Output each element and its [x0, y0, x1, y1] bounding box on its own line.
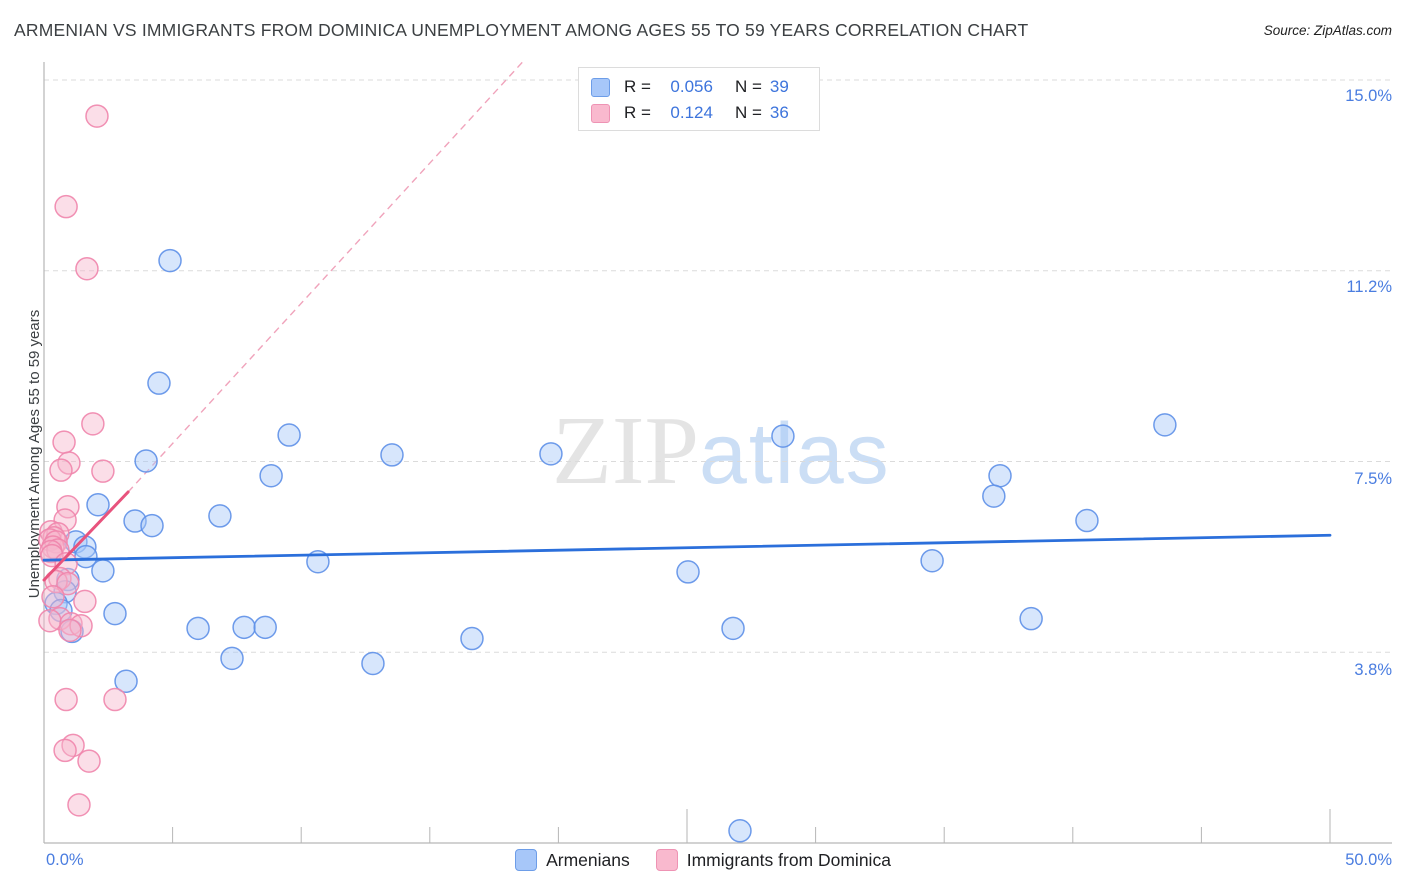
scatter-point-armenians	[1075, 508, 1099, 533]
scatter-point-armenians	[771, 424, 795, 448]
scatter-point-armenians	[147, 371, 171, 395]
n-value: 36	[769, 103, 789, 122]
scatter-point-dominica	[75, 256, 99, 281]
scatter-point-armenians	[1153, 413, 1177, 437]
scatter-point-dominica	[67, 793, 91, 817]
scatter-point-armenians	[361, 651, 385, 676]
trend-line-solid	[42, 490, 130, 582]
scatter-point-dominica	[38, 608, 62, 633]
n-value: 39	[769, 77, 789, 96]
scatter-point-armenians	[920, 548, 944, 573]
y-tick-label-11: 11.2%	[1346, 278, 1392, 296]
legend-label: Immigrants from Dominica	[686, 849, 891, 870]
scatter-point-armenians	[539, 442, 563, 466]
scatter-point-armenians	[988, 463, 1012, 488]
y-tick-label-15: 15.0%	[1345, 87, 1392, 105]
scatter-point-dominica	[54, 551, 78, 576]
scatter-point-dominica	[41, 585, 65, 609]
legend-item-dominica: Immigrants from Dominica	[655, 849, 891, 871]
y-tick-label-7: 7.5%	[1354, 470, 1392, 488]
scatter-point-armenians	[232, 615, 256, 640]
legend-item-armenians: Armenians	[515, 849, 630, 871]
scatter-point-dominica	[77, 749, 101, 773]
correlation-legend: R = 0.056 N = 39 R = 0.124 N = 36	[578, 67, 820, 131]
r-label: R =	[624, 103, 651, 122]
dominica-swatch	[591, 103, 610, 123]
r-value: 0.124	[670, 103, 713, 122]
trend-line-dashed	[127, 61, 523, 493]
scatter-point-armenians	[1019, 606, 1043, 631]
scatter-point-armenians	[91, 559, 115, 583]
x-tick-label-max: 50.0%	[1345, 851, 1392, 869]
scatter-point-armenians	[982, 484, 1006, 508]
y-tick-label-3: 3.8%	[1354, 661, 1392, 679]
scatter-point-dominica	[59, 612, 83, 636]
scatter-point-dominica	[44, 569, 68, 594]
scatter-point-armenians	[460, 626, 484, 651]
scatter-point-armenians	[186, 616, 210, 641]
scatter-point-dominica	[58, 618, 82, 643]
n-label: N =	[734, 103, 762, 122]
scatter-point-armenians	[721, 616, 745, 641]
dominica-swatch	[655, 849, 678, 871]
n-label: N =	[734, 77, 762, 96]
scatter-point-armenians	[208, 504, 232, 528]
scatter-point-dominica	[103, 687, 127, 712]
trend-line-solid	[42, 533, 1332, 562]
armenians-swatch	[591, 77, 610, 97]
r-value: 0.056	[670, 77, 713, 96]
r-label: R =	[624, 77, 651, 96]
scatter-point-armenians	[676, 560, 700, 584]
legend-label: Armenians	[546, 849, 630, 870]
scatter-point-armenians	[220, 646, 244, 671]
scatter-point-armenians	[277, 423, 301, 447]
legend-row-armenians: R = 0.056 N = 39	[591, 77, 807, 97]
scatter-point-dominica	[54, 194, 78, 219]
scatter-point-dominica	[52, 430, 76, 454]
scatter-point-armenians	[259, 463, 283, 488]
scatter-point-armenians	[728, 819, 752, 843]
scatter-point-dominica	[81, 412, 105, 436]
scatter-point-armenians	[158, 248, 182, 273]
scatter-point-armenians	[86, 492, 110, 517]
armenians-swatch	[515, 849, 538, 871]
scatter-point-armenians	[134, 449, 158, 473]
scatter-point-dominica	[53, 738, 77, 763]
scatter-point-dominica	[49, 458, 73, 482]
scatter-point-dominica	[54, 687, 78, 712]
source-attribution: Source: ZipAtlas.com	[1263, 23, 1392, 38]
x-tick-label-min: 0.0%	[46, 851, 84, 869]
scatter-point-dominica	[46, 521, 70, 546]
scatter-point-armenians	[380, 443, 404, 467]
scatter-point-armenians	[114, 669, 138, 693]
chart-title: ARMENIAN VS IMMIGRANTS FROM DOMINICA UNE…	[14, 20, 1029, 40]
scatter-point-armenians	[140, 513, 164, 538]
scatter-point-dominica	[56, 571, 80, 596]
scatter-point-dominica	[91, 459, 115, 483]
scatter-point-armenians	[103, 601, 127, 626]
series-legend: Armenians Immigrants from Dominica	[0, 849, 1406, 871]
scatter-point-dominica	[73, 589, 97, 614]
legend-row-dominica: R = 0.124 N = 36	[591, 103, 807, 123]
scatter-point-armenians	[253, 615, 277, 640]
scatter-point-dominica	[85, 104, 109, 128]
